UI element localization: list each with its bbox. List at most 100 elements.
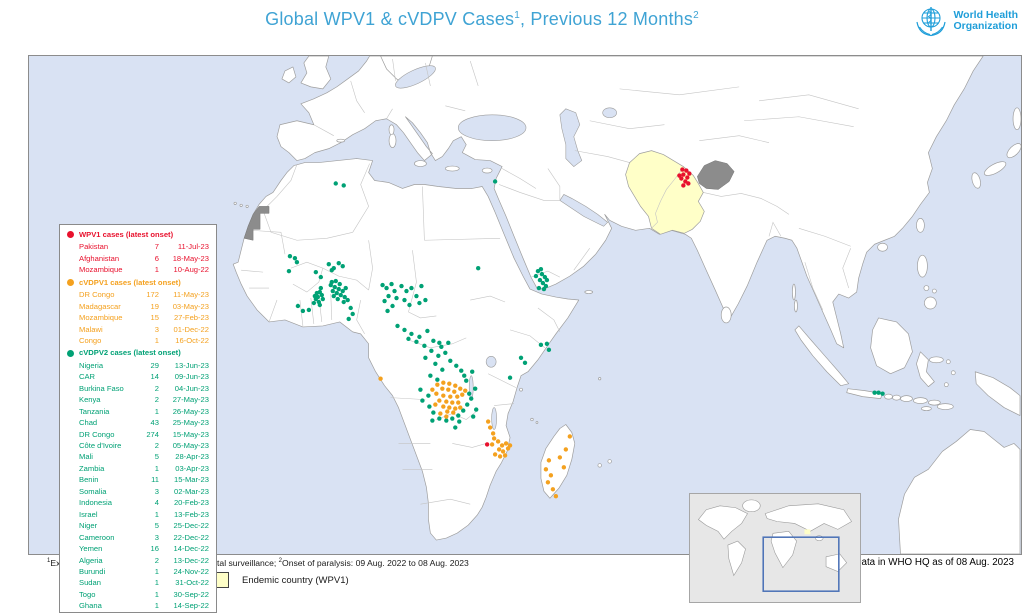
cvdpv2-case-dot [440, 367, 445, 372]
cvdpv2-case-dot [439, 344, 444, 350]
cvdpv2-case-dot [507, 375, 513, 380]
onset-date: 05-May-23 [172, 441, 209, 451]
cvdpv2-case-dot [533, 273, 539, 279]
onset-date: 04-Jun-23 [174, 383, 209, 393]
cvdpv1-case-dot [485, 419, 491, 424]
cvdpv2-case-dot [333, 181, 338, 186]
onset-date: 13-Jun-23 [174, 360, 209, 370]
cvdpv1-case-dot [453, 406, 458, 411]
cvdpv1-case-dot [543, 467, 549, 472]
who-emblem-icon [916, 7, 947, 37]
cvdpv2-case-dot [456, 413, 461, 418]
cvdpv2-case-dot [419, 283, 424, 289]
legend-row: Malawi 3 01-Dec-22 [60, 324, 216, 335]
wpv1-case-dot [484, 442, 490, 447]
cvdpv1-case-dot [550, 487, 556, 492]
country-name: Algeria [79, 555, 103, 565]
legend-row: Mali 5 28-Apr-23 [60, 451, 216, 462]
cvdpv2-case-dot [429, 348, 434, 354]
onset-date: 18-May-23 [172, 253, 209, 263]
country-name: Togo [79, 589, 96, 599]
case-count: 14 [150, 372, 159, 382]
onset-date: 27-Feb-23 [173, 313, 209, 323]
legend-row: Nigeria 29 13-Jun-23 [60, 360, 216, 371]
legend-row: Afghanistan 6 18-May-23 [60, 253, 216, 264]
onset-date: 13-Feb-23 [173, 509, 209, 519]
legend-row: Burkina Faso 2 04-Jun-23 [60, 383, 216, 394]
onset-date: 25-May-23 [172, 418, 209, 428]
legend-section-cvdpv1: cVDPV1 cases (latest onset) [60, 276, 216, 289]
cvdpv2-case-dot [318, 274, 324, 280]
cvdpv2-case-dot [544, 277, 550, 283]
onset-date: 16-Oct-22 [175, 335, 209, 345]
cvdpv1-case-dot [455, 394, 460, 399]
case-count: 7 [154, 242, 159, 252]
cvdpv1-case-dot [546, 458, 552, 463]
onset-date: 27-May-23 [172, 395, 209, 405]
inland-seas [395, 65, 617, 430]
cvdpv1-case-dot [567, 434, 573, 439]
who-polio-map-slide: Global WPV1 & cVDPV Cases1, Previous 12 … [28, 7, 1022, 613]
legend-row: DR Congo 172 11-May-23 [60, 289, 216, 300]
cvdpv2-case-dot [392, 288, 397, 294]
country-name: Afghanistan [79, 253, 120, 263]
cvdpv2-case-dot [872, 390, 877, 395]
country-name: Benin [79, 475, 99, 485]
cvdpv1-case-dot [507, 443, 513, 448]
cvdpv2-case-dot [539, 271, 545, 277]
cvdpv2-case-dot [435, 377, 440, 382]
cvdpv1-case-dot [438, 411, 443, 416]
cvdpv1-case-dot [447, 405, 452, 410]
cvdpv2-case-dot [422, 343, 427, 349]
cvdpv1-dot-icon [67, 278, 74, 286]
cvdpv2-case-dot [426, 393, 431, 398]
cvdpv2-case-dot [425, 328, 430, 334]
legend-section-label: WPV1 cases (latest onset) [79, 230, 174, 239]
cvdpv1-case-dot [553, 494, 559, 499]
onset-date: 03-Apr-23 [175, 463, 209, 473]
country-name: Sudan [79, 578, 101, 588]
cvdpv1-case-dot [463, 388, 468, 393]
case-count: 172 [146, 290, 159, 300]
case-legend: WPV1 cases (latest onset) Pakistan 7 11-Jul… [59, 224, 217, 613]
cvdpv2-case-dot [448, 358, 453, 363]
cvdpv2-case-dot [342, 294, 347, 300]
country-borders [241, 58, 859, 505]
onset-date: 25-Dec-22 [173, 521, 209, 531]
cvdpv2-case-dot [341, 183, 346, 188]
wpv1-case-dot [681, 172, 686, 177]
case-count: 1 [154, 589, 159, 599]
cvdpv2-case-dot [462, 373, 467, 378]
cvdpv2-case-dot [469, 396, 474, 401]
onset-date: 13-Dec-22 [173, 555, 209, 565]
legend-row: Algeria 2 13-Dec-22 [60, 555, 216, 566]
cvdpv1-case-dot [490, 431, 496, 436]
cvdpv2-case-dot [436, 353, 441, 358]
onset-date: 09-Jun-23 [174, 372, 209, 382]
country-name: Cameroon [79, 532, 115, 542]
case-count: 15 [150, 313, 159, 323]
legend-section-wpv1: WPV1 cases (latest onset) [60, 228, 216, 241]
cvdpv2-case-dot [286, 268, 292, 274]
cvdpv2-case-dot [414, 293, 419, 299]
cvdpv2-case-dot [333, 278, 338, 284]
cvdpv2-case-dot [329, 279, 334, 285]
cvdpv2-case-dot [409, 285, 414, 291]
cvdpv2-case-dot [518, 355, 524, 360]
cvdpv1-case-dot [495, 439, 501, 444]
cvdpv2-case-dot [406, 336, 411, 342]
cvdpv1-case-dot [441, 380, 446, 385]
cvdpv2-case-dot [330, 288, 335, 294]
cvdpv2-case-dot [394, 295, 399, 301]
cvdpv2-case-dot [318, 285, 324, 291]
cvdpv2-case-dot [459, 368, 464, 373]
legend-row: DR Congo 274 15-May-23 [60, 429, 216, 440]
cvdpv1-case-dot [460, 392, 465, 397]
country-name: Indonesia [79, 498, 112, 508]
cvdpv2-case-dot [430, 418, 435, 423]
cvdpv2-case-dot [457, 419, 462, 424]
cvdpv2-dot-icon [67, 349, 74, 357]
cvdpv2-case-dot [880, 391, 885, 396]
wpv1-case-dot [684, 168, 689, 173]
legend-row: Mozambique 1 10-Aug-22 [60, 264, 216, 275]
